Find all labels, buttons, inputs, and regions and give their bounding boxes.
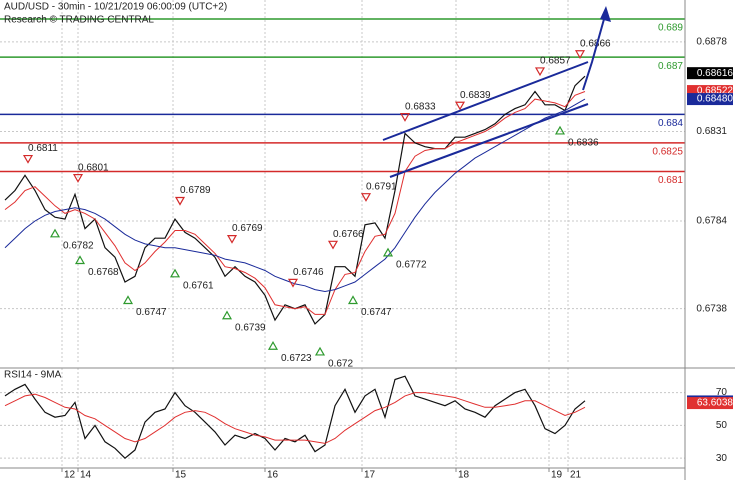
annotation-label: 0.6791 — [366, 181, 397, 192]
low-marker — [347, 295, 359, 305]
annotation-label: 0.6761 — [183, 280, 214, 291]
annotation-label: 0.6857 — [540, 56, 571, 67]
low-marker — [267, 341, 279, 350]
forecast-arrow — [582, 11, 607, 91]
y-tick-label: 0.6738 — [696, 303, 727, 314]
level-label: 0.689 — [658, 23, 683, 34]
level-label: 0.687 — [658, 61, 683, 72]
low-marker — [74, 255, 86, 265]
low-marker — [49, 228, 61, 238]
high-marker — [72, 174, 84, 183]
high-marker — [454, 101, 466, 111]
high-marker — [399, 113, 411, 122]
x-tick-label: 17 — [364, 470, 376, 480]
price-tag-label: 63.6038 — [697, 398, 734, 409]
high-marker — [174, 196, 186, 206]
price-tag-label: 0.68522 — [697, 86, 734, 97]
level-label: 0.6825 — [652, 147, 683, 158]
low-marker — [169, 268, 181, 278]
price-tag — [687, 67, 733, 80]
annotation-label: 0.6801 — [78, 162, 109, 173]
annotation-label: 0.6839 — [460, 90, 491, 101]
y-tick-label: 0.6831 — [696, 126, 727, 137]
annotation-label: 0.6811 — [28, 143, 58, 154]
price-tag — [687, 397, 733, 410]
x-tick-label: 21 — [570, 470, 582, 480]
annotation-label: 0.672 — [328, 359, 353, 370]
x-tick-label: 15 — [175, 470, 187, 480]
level-label: 0.681 — [658, 175, 683, 186]
x-tick-label: 19 — [551, 470, 563, 480]
high-marker — [22, 154, 34, 164]
series-line — [4, 392, 586, 444]
y-tick-label: 70 — [716, 387, 728, 398]
price-tag-label: 0.68480 — [697, 94, 734, 105]
annotation-label: 0.6747 — [136, 307, 167, 318]
annotation-label: 0.6747 — [361, 307, 392, 318]
low-marker — [554, 125, 566, 135]
annotation-label: 0.6723 — [281, 353, 312, 364]
chart-subtitle: Research © TRADING CENTRAL — [4, 15, 154, 26]
annotation-label: 0.6772 — [396, 260, 427, 271]
low-marker — [382, 247, 394, 257]
high-marker — [327, 240, 339, 250]
high-marker — [287, 278, 299, 288]
y-tick-label: 0.6878 — [696, 37, 727, 48]
low-marker — [221, 310, 233, 320]
annotation-label: 0.6768 — [88, 267, 119, 278]
annotation-label: 0.6836 — [568, 138, 599, 149]
channel-lower — [389, 103, 589, 178]
y-tick-label: 50 — [716, 420, 728, 431]
x-tick-label: 18 — [458, 470, 470, 480]
chart-title: AUD/USD - 30min - 10/21/2019 06:00:09 (U… — [4, 2, 227, 13]
panel-title: RSI14 - 9MA — [4, 370, 62, 381]
x-tick-label: 12 — [64, 470, 76, 480]
annotation-label: 0.6833 — [405, 101, 436, 112]
high-marker — [226, 234, 238, 244]
low-marker — [314, 346, 326, 356]
arrow-head — [600, 6, 611, 22]
annotation-label: 0.6789 — [180, 185, 211, 196]
y-tick-label: 30 — [716, 453, 728, 464]
x-tick-label: 14 — [80, 470, 92, 480]
channel-upper — [382, 61, 589, 141]
level-label: 0.684 — [658, 118, 683, 129]
annotation-label: 0.6866 — [580, 38, 611, 49]
annotation-label: 0.6746 — [293, 267, 324, 278]
annotation-label: 0.6739 — [235, 322, 266, 333]
x-tick-label: 16 — [267, 470, 279, 480]
high-marker — [534, 67, 546, 77]
series-line — [4, 375, 586, 460]
annotation-label: 0.6769 — [232, 223, 263, 234]
high-marker — [360, 193, 372, 202]
price-tag-label: 0.68616 — [697, 68, 734, 79]
y-tick-label: 0.6784 — [696, 216, 727, 227]
series-line — [4, 91, 586, 315]
annotation-label: 0.6782 — [63, 240, 94, 251]
low-marker — [122, 295, 134, 305]
annotation-label: 0.6766 — [333, 229, 364, 240]
high-marker — [574, 50, 586, 59]
price-tag — [687, 93, 733, 106]
